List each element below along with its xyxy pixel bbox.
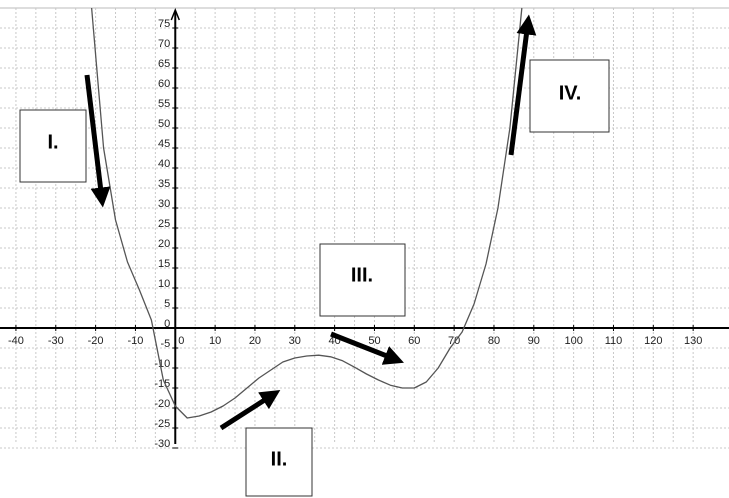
label-box — [529, 59, 610, 133]
arrow — [219, 389, 281, 431]
y-tick-label: 55 — [158, 98, 170, 110]
curve-layer — [90, 7, 523, 419]
annotations: I. II. III. IV. — [19, 14, 610, 497]
annotation: IV. — [559, 82, 582, 104]
arrow — [508, 14, 537, 156]
y-tick-label: 50 — [158, 118, 170, 130]
x-tick-label: -10 — [127, 335, 143, 347]
y-tick-label: 60 — [158, 78, 170, 90]
annotation: III. — [351, 264, 373, 286]
y-tick-label: 75 — [158, 18, 170, 30]
function-curve — [90, 7, 523, 419]
x-tick-label: 110 — [605, 335, 623, 347]
label-box — [319, 243, 406, 317]
y-axis-arrow — [170, 7, 180, 21]
annotation: I. — [47, 131, 58, 153]
x-tick-label: -30 — [48, 335, 64, 347]
x-tick-label: -40 — [8, 335, 24, 347]
y-tick-label: 20 — [158, 238, 170, 250]
x-tick-label: 0 — [178, 335, 184, 347]
y-tick-label: 5 — [164, 298, 170, 310]
y-tick-label: -20 — [154, 398, 170, 410]
x-tick-label: -20 — [88, 335, 104, 347]
y-tick-label: 25 — [158, 218, 170, 230]
y-tick-label: 35 — [158, 178, 170, 190]
y-tick-label: 45 — [158, 138, 170, 150]
x-tick-label: 130 — [684, 335, 702, 347]
x-tick-label: 30 — [289, 335, 301, 347]
x-tick-label: 90 — [528, 335, 540, 347]
y-tick-label: -30 — [154, 438, 170, 450]
x-tick-label: 80 — [488, 335, 500, 347]
y-tick-label: 40 — [158, 158, 170, 170]
y-tick-label: -5 — [160, 338, 170, 350]
y-tick-label: 65 — [158, 58, 170, 70]
x-tick-label: 60 — [408, 335, 420, 347]
x-tick-label: 50 — [368, 335, 380, 347]
x-tick-label: 120 — [644, 335, 662, 347]
y-tick-label: 15 — [158, 258, 170, 270]
x-tick-label: 100 — [564, 335, 582, 347]
y-tick-label: 30 — [158, 198, 170, 210]
y-tick-label: 10 — [158, 278, 170, 290]
y-tick-label: 70 — [158, 38, 170, 50]
arrow — [84, 74, 111, 208]
arrow — [330, 331, 404, 365]
y-tick-label: -25 — [154, 418, 170, 430]
label-box — [19, 109, 87, 183]
y-tick-label: 0 — [164, 318, 170, 330]
x-tick-label: 20 — [249, 335, 261, 347]
y-tick-label: -10 — [154, 358, 170, 370]
x-tick-label: 10 — [209, 335, 221, 347]
annotation: II. — [271, 448, 288, 470]
axes: -40 -30 -20 -10 0 10 20 30 40 50 60 70 80 90 100 110 120… — [0, 7, 729, 450]
y-tick-label: -15 — [154, 378, 170, 390]
label-box — [245, 427, 313, 497]
grid — [0, 8, 729, 449]
